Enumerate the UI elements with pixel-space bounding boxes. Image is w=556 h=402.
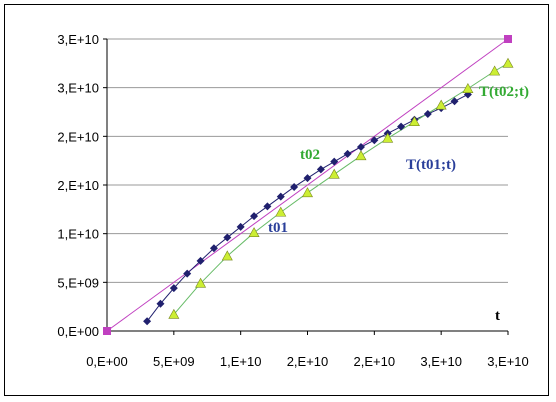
diamond-marker	[209, 244, 218, 253]
series-line-1	[146, 94, 469, 322]
triangle-marker	[195, 277, 207, 288]
y-tick-label: 5,E+09	[57, 275, 99, 290]
x-tick-label: 5,E+09	[153, 354, 195, 369]
annotation-T-t02: T(t02;t)	[479, 84, 529, 100]
diamond-marker	[423, 109, 432, 118]
y-tick-label: 2,E+10	[57, 178, 99, 193]
y-tick-labels: 0,E+00 5,E+09 1,E+10 2,E+10 2,E+10 3,E+10 3,E+…	[57, 32, 107, 339]
diamond-marker	[290, 182, 299, 191]
series-line-0	[106, 38, 509, 332]
diamond-marker	[276, 192, 285, 201]
triangle-marker	[168, 308, 180, 319]
x-tick-labels: 0,E+00 5,E+09 1,E+10 2,E+10 2,E+10 3,E+10 3,E+…	[86, 331, 529, 369]
chart-frame: 0,E+00 5,E+09 1,E+10 2,E+10 2,E+10 3,E+10 3,E+…	[4, 4, 549, 396]
series-markers	[103, 35, 514, 335]
diamond-marker	[223, 233, 232, 242]
annotation-t02: t02	[300, 147, 320, 163]
triangle-marker	[301, 187, 314, 198]
x-tick-label: 3,E+10	[420, 354, 462, 369]
triangle-marker	[275, 206, 287, 217]
diamond-marker	[316, 165, 325, 174]
triangle-marker	[382, 132, 394, 143]
diamond-marker	[169, 284, 178, 293]
triangle-marker	[408, 116, 420, 127]
diamond-marker	[330, 157, 339, 166]
x-tick-label: 0,E+00	[86, 354, 128, 369]
diamond-marker	[370, 136, 379, 145]
annotation-t01: t01	[268, 220, 288, 236]
triangle-marker	[462, 83, 474, 93]
x-tick-label: 3,E+10	[487, 354, 529, 369]
diamond-marker	[263, 202, 272, 211]
x-axis-label: t	[495, 308, 500, 324]
diamond-marker	[183, 269, 192, 278]
x-tick-label: 2,E+10	[287, 354, 329, 369]
diamond-marker	[196, 256, 205, 265]
x-tick-label: 2,E+10	[354, 354, 396, 369]
triangle-marker	[435, 99, 447, 110]
triangle-marker	[248, 227, 260, 237]
y-tick-label: 1,E+10	[57, 227, 99, 242]
diamond-marker	[143, 317, 152, 326]
diamond-marker	[156, 299, 165, 308]
triangle-marker	[489, 65, 501, 76]
chart-svg: 0,E+00 5,E+09 1,E+10 2,E+10 2,E+10 3,E+10 3,E+…	[57, 32, 529, 369]
square-marker	[504, 35, 512, 43]
triangle-marker	[355, 150, 367, 161]
diamond-marker	[343, 149, 352, 158]
square-marker	[103, 327, 111, 335]
triangle-marker	[328, 168, 340, 179]
diamond-marker	[236, 222, 245, 231]
diamond-marker	[450, 97, 459, 106]
annotation-T-t01: T(t01;t)	[406, 157, 456, 173]
diamond-marker	[356, 143, 365, 152]
triangle-marker	[502, 57, 514, 68]
diamond-marker	[250, 212, 259, 221]
diamond-marker	[303, 174, 312, 183]
triangle-marker	[221, 250, 233, 261]
y-tick-label: 3,E+10	[57, 81, 99, 96]
y-tick-label: 0,E+00	[57, 324, 99, 339]
y-tick-label: 2,E+10	[57, 129, 99, 144]
diamond-marker	[397, 122, 406, 131]
y-tick-label: 3,E+10	[57, 32, 99, 47]
x-tick-label: 1,E+10	[220, 354, 262, 369]
